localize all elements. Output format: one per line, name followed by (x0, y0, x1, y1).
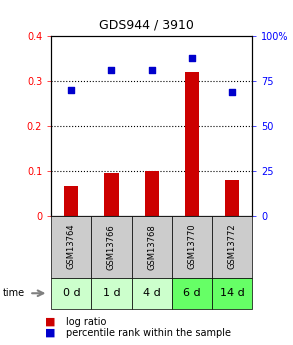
Bar (51, 216, 91, 278)
Bar (172, 278, 212, 309)
Bar (212, 216, 252, 278)
Bar (132, 216, 172, 278)
Bar (225, 180, 239, 216)
Text: 1 d: 1 d (103, 288, 120, 298)
Text: 14 d: 14 d (219, 288, 244, 298)
Point (109, 68, 114, 73)
Text: percentile rank within the sample: percentile rank within the sample (66, 328, 231, 338)
Text: 6 d: 6 d (183, 288, 201, 298)
Bar (51, 278, 91, 309)
Text: log ratio: log ratio (66, 317, 106, 326)
Bar (185, 72, 199, 216)
Text: GSM13772: GSM13772 (227, 224, 236, 269)
Text: GSM13764: GSM13764 (67, 224, 76, 269)
Bar (64, 186, 78, 216)
Bar (105, 173, 118, 216)
Text: time: time (3, 288, 25, 298)
Bar (212, 278, 252, 309)
Text: GSM13768: GSM13768 (147, 224, 156, 269)
Text: GSM13770: GSM13770 (187, 224, 196, 269)
Point (69, 87, 74, 93)
Bar (91, 216, 132, 278)
Text: ■: ■ (45, 317, 56, 326)
Point (190, 55, 194, 60)
Text: 4 d: 4 d (143, 288, 161, 298)
Text: ■: ■ (45, 328, 56, 338)
Point (230, 89, 234, 95)
Bar (91, 278, 132, 309)
Bar (132, 278, 172, 309)
Text: GDS944 / 3910: GDS944 / 3910 (99, 19, 194, 32)
Bar (145, 171, 159, 216)
Bar (172, 216, 212, 278)
Text: 0 d: 0 d (62, 288, 80, 298)
Point (149, 68, 154, 73)
Text: GSM13766: GSM13766 (107, 224, 116, 269)
